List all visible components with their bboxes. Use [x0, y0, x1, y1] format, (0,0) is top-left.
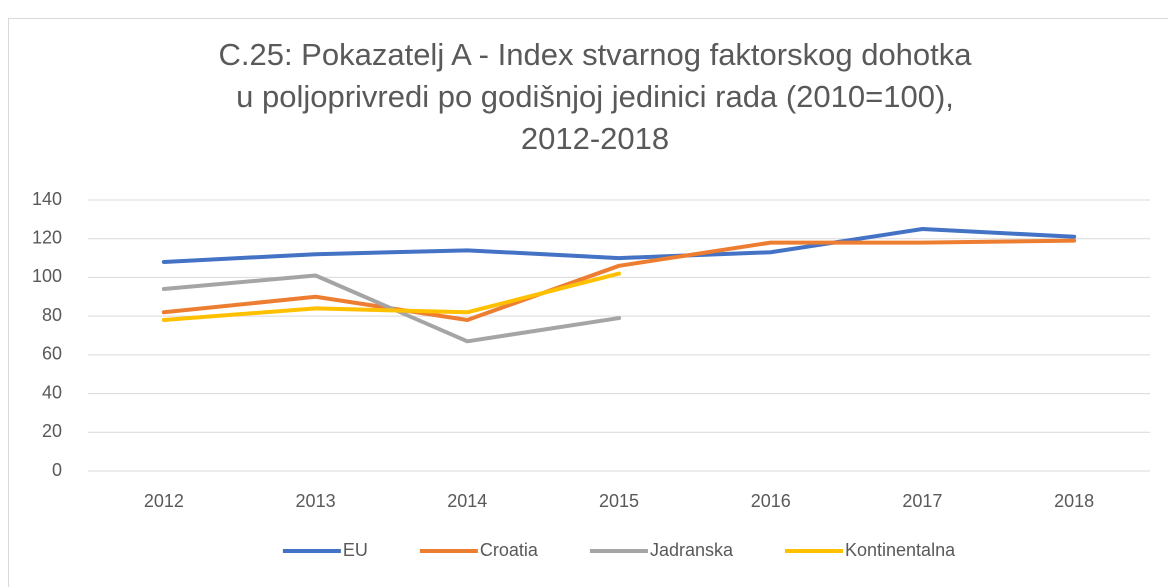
y-tick-label: 0 — [52, 460, 62, 480]
legend-label: Kontinentalna — [845, 540, 956, 560]
y-tick-label: 140 — [32, 189, 62, 209]
legend-label: EU — [343, 540, 368, 560]
y-tick-label: 60 — [42, 344, 62, 364]
legend-label: Croatia — [480, 540, 539, 560]
x-tick-label: 2018 — [1054, 491, 1094, 511]
x-tick-label: 2014 — [447, 491, 487, 511]
series-line — [161, 238, 1077, 323]
y-tick-label: 100 — [32, 266, 62, 286]
y-tick-label: 40 — [42, 382, 62, 402]
x-tick-label: 2013 — [296, 491, 336, 511]
y-tick-label: 120 — [32, 227, 62, 247]
x-tick-label: 2016 — [751, 491, 791, 511]
x-tick-label: 2017 — [902, 491, 942, 511]
chart-border — [8, 18, 1168, 587]
x-tick-label: 2015 — [599, 491, 639, 511]
legend-label: Jadranska — [650, 540, 734, 560]
chart-title: C.25: Pokazatelj A - Index stvarnog fakt… — [218, 37, 972, 156]
y-tick-label: 20 — [42, 421, 62, 441]
x-tick-label: 2012 — [144, 491, 184, 511]
series-line — [161, 227, 1077, 264]
y-tick-label: 80 — [42, 305, 62, 325]
series-line — [161, 271, 621, 323]
